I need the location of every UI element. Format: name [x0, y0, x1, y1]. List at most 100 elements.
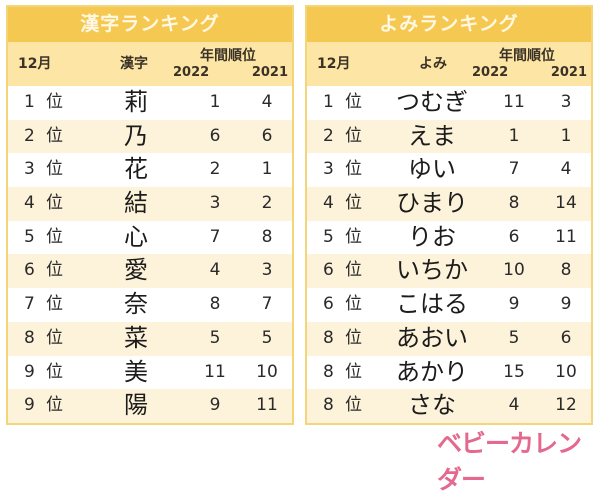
header-month: 12月 — [18, 56, 52, 72]
rank-unit: 位 — [345, 327, 362, 348]
rank-2022-cell: 6 — [209, 125, 221, 146]
yomi-table-title: よみランキング — [307, 7, 591, 42]
rank-unit: 位 — [46, 226, 63, 247]
rank-2021-cell: 9 — [560, 294, 572, 315]
rank-number: 5 — [323, 226, 334, 247]
rank-2022-cell: 4 — [209, 260, 221, 281]
table-row: 1 位 つむぎ 11 3 — [307, 86, 591, 120]
name-cell: ひまり — [396, 189, 468, 218]
rank-unit: 位 — [46, 361, 63, 382]
rank-2022-cell: 8 — [508, 193, 520, 214]
table-row: 9 位 陽 9 11 — [8, 389, 292, 423]
rank-unit: 位 — [345, 226, 362, 247]
rank-2022-cell: 7 — [209, 226, 221, 247]
rank-2021-cell: 3 — [560, 92, 572, 112]
rank-2022-cell: 6 — [508, 226, 520, 247]
rank-2022-cell: 4 — [508, 395, 520, 416]
rank-unit: 位 — [345, 125, 362, 146]
rank-2021-cell: 6 — [261, 125, 273, 146]
rank-2022-cell: 8 — [209, 294, 221, 315]
table-row: 4 位 ひまり 8 14 — [307, 187, 591, 221]
rank-2022-cell: 5 — [209, 327, 221, 348]
rank-unit: 位 — [46, 395, 63, 416]
rank-2021-cell: 8 — [261, 226, 273, 247]
header-month: 12月 — [317, 56, 351, 72]
rank-number: 5 — [24, 226, 35, 247]
rank-2021-cell: 11 — [256, 395, 278, 416]
name-cell: 陽 — [124, 391, 148, 420]
rank-number: 9 — [24, 395, 35, 416]
rank-2022-cell: 11 — [503, 92, 525, 112]
name-cell: あかり — [396, 357, 468, 386]
rank-unit: 位 — [345, 193, 362, 214]
rank-unit: 位 — [345, 361, 362, 382]
rank-number: 8 — [323, 361, 334, 382]
yomi-table-header: 12月 よみ 年間順位 2022 2021 — [307, 42, 591, 86]
yomi-ranking-table: よみランキング 12月 よみ 年間順位 2022 2021 1 位つむぎ 11 3 2 位… — [305, 5, 593, 425]
name-cell: いちか — [396, 256, 468, 285]
name-cell: さな — [408, 391, 456, 420]
rank-2021-cell: 2 — [261, 193, 273, 214]
rank-number: 4 — [24, 193, 35, 214]
table-row: 9 位 美 11 10 — [8, 355, 292, 390]
rank-2022-cell: 2 — [209, 159, 221, 180]
kanji-table-header: 12月 漢字 年間順位 2022 2021 — [8, 42, 292, 86]
name-cell: 奈 — [124, 290, 148, 319]
rank-number: 4 — [323, 193, 334, 214]
rank-unit: 位 — [345, 159, 362, 180]
rank-number: 1 — [323, 92, 334, 112]
rank-unit: 位 — [46, 159, 63, 180]
table-row: 6 位 いちか 10 8 — [307, 254, 591, 289]
rank-unit: 位 — [46, 193, 63, 214]
rank-number: 6 — [24, 260, 35, 281]
rank-2021-cell: 3 — [261, 260, 273, 281]
header-kanji: 漢字 — [120, 56, 148, 72]
name-cell: ゆい — [408, 155, 456, 184]
rank-number: 2 — [24, 125, 35, 146]
name-cell: こはる — [396, 290, 468, 319]
rank-2021-cell: 14 — [555, 193, 577, 214]
table-row: 8 位 あかり 15 10 — [307, 355, 591, 390]
table-row: 8 位 さな 4 12 — [307, 389, 591, 423]
rank-number: 3 — [323, 159, 334, 180]
header-year-2021: 2021 — [550, 65, 587, 80]
rank-number: 9 — [24, 361, 35, 382]
rank-2022-cell: 11 — [204, 361, 226, 382]
rank-number: 1 — [24, 92, 35, 112]
rank-unit: 位 — [46, 327, 63, 348]
rank-unit: 位 — [345, 395, 362, 416]
rank-number: 8 — [24, 327, 35, 348]
header-years: 2022 2021 — [173, 65, 288, 80]
name-cell: 愛 — [124, 256, 148, 285]
rank-2022-cell: 1 — [209, 92, 221, 112]
rank-2021-cell: 12 — [555, 395, 577, 416]
rank-unit: 位 — [46, 260, 63, 281]
rank-2021-cell: 1 — [560, 125, 572, 146]
rank-number: 3 — [24, 159, 35, 180]
name-cell: 美 — [124, 357, 148, 386]
name-cell: 心 — [124, 222, 148, 251]
rank-2021-cell: 4 — [261, 92, 273, 112]
rank-number: 7 — [24, 294, 35, 315]
name-cell: 菜 — [124, 323, 148, 352]
rank-2022-cell: 15 — [503, 361, 525, 382]
table-row: 2 位 えま 1 1 — [307, 119, 591, 154]
name-cell: 乃 — [124, 121, 148, 150]
